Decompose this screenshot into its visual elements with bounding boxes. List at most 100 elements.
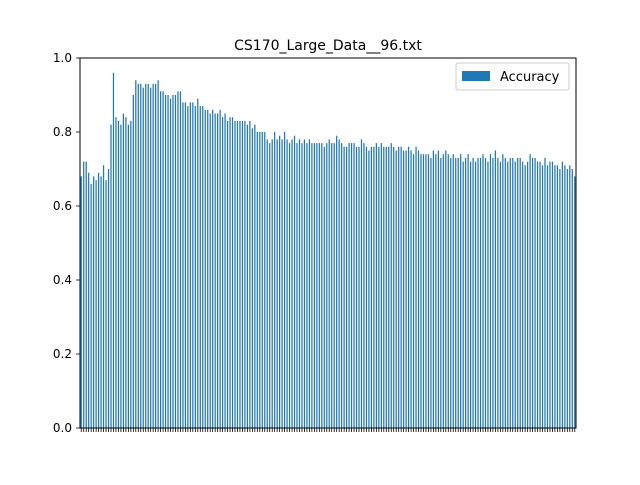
bar bbox=[564, 165, 566, 429]
bar bbox=[447, 154, 449, 428]
bar bbox=[132, 95, 134, 428]
bar bbox=[350, 143, 353, 428]
bar bbox=[127, 124, 129, 428]
bar bbox=[497, 157, 499, 428]
bar bbox=[236, 120, 239, 429]
bar bbox=[430, 157, 432, 428]
bar bbox=[286, 139, 288, 428]
bar bbox=[296, 143, 298, 428]
bar bbox=[83, 161, 85, 428]
bar bbox=[97, 172, 100, 428]
bar bbox=[231, 117, 234, 428]
bar bbox=[417, 150, 420, 428]
bar bbox=[204, 109, 206, 429]
bar bbox=[246, 124, 249, 428]
bar bbox=[326, 143, 328, 428]
bar bbox=[383, 146, 385, 429]
bars-group bbox=[80, 72, 576, 429]
bar bbox=[559, 169, 561, 428]
bar bbox=[534, 157, 536, 428]
bar bbox=[120, 124, 122, 428]
bar bbox=[504, 157, 506, 428]
bar bbox=[365, 146, 368, 429]
bar bbox=[318, 143, 320, 428]
bar bbox=[189, 102, 191, 429]
bar bbox=[100, 176, 102, 428]
bar bbox=[164, 95, 167, 428]
bar bbox=[274, 132, 276, 428]
bar bbox=[95, 180, 97, 428]
bar bbox=[221, 117, 224, 428]
bar bbox=[115, 117, 117, 428]
bar bbox=[395, 150, 397, 428]
bar bbox=[489, 154, 492, 428]
bar bbox=[276, 139, 278, 428]
bar bbox=[303, 139, 306, 428]
bar bbox=[301, 143, 303, 428]
bar bbox=[239, 120, 241, 429]
bar bbox=[194, 106, 196, 428]
bar bbox=[140, 83, 142, 429]
bar bbox=[368, 150, 370, 428]
bar bbox=[457, 157, 459, 428]
bar bbox=[388, 146, 390, 429]
bar bbox=[172, 95, 174, 428]
legend-box bbox=[455, 62, 570, 91]
y-axis: 0.0 0.2 0.4 0.6 0.8 1.0 bbox=[53, 51, 80, 435]
bar bbox=[432, 150, 435, 428]
bar bbox=[102, 165, 105, 429]
bar bbox=[517, 157, 519, 428]
plot-frame bbox=[79, 57, 577, 429]
bar bbox=[469, 161, 472, 428]
bar bbox=[492, 157, 494, 428]
bar bbox=[122, 113, 125, 428]
bar bbox=[137, 83, 139, 429]
bar bbox=[256, 132, 258, 428]
bar bbox=[341, 143, 343, 428]
bar bbox=[306, 143, 308, 428]
bar bbox=[400, 146, 402, 429]
bar bbox=[522, 161, 524, 428]
bar bbox=[147, 83, 149, 429]
bar bbox=[455, 157, 457, 428]
bar bbox=[440, 157, 442, 428]
y-tick-label: 0.2 bbox=[53, 347, 72, 361]
bar bbox=[514, 161, 516, 428]
bar bbox=[321, 143, 323, 428]
bar bbox=[474, 161, 477, 428]
bar bbox=[549, 161, 551, 428]
bar bbox=[217, 113, 219, 428]
bar bbox=[437, 150, 439, 428]
bar bbox=[130, 120, 132, 429]
bar bbox=[435, 154, 437, 428]
bar bbox=[291, 139, 293, 428]
y-tick-label: 0.4 bbox=[53, 273, 72, 287]
bar bbox=[281, 139, 283, 428]
chart-title: CS170_Large_Data__96.txt bbox=[234, 38, 422, 54]
bar bbox=[541, 165, 544, 429]
y-tick-label: 0.0 bbox=[53, 421, 72, 435]
bar bbox=[187, 106, 189, 428]
bar bbox=[192, 102, 194, 429]
bar bbox=[197, 98, 199, 428]
bar bbox=[179, 91, 182, 429]
bar bbox=[288, 143, 291, 428]
bar bbox=[338, 139, 340, 428]
bar bbox=[539, 161, 541, 428]
bar bbox=[308, 139, 311, 428]
bar bbox=[403, 150, 405, 428]
bar bbox=[311, 143, 313, 428]
bar bbox=[93, 176, 95, 428]
bar bbox=[462, 161, 464, 428]
bar bbox=[105, 180, 107, 428]
bar bbox=[229, 117, 231, 428]
bar bbox=[162, 91, 164, 429]
bar bbox=[452, 154, 454, 428]
bar bbox=[561, 161, 563, 428]
bar bbox=[412, 154, 415, 428]
bar bbox=[177, 91, 179, 429]
bar bbox=[358, 146, 360, 429]
bar bbox=[551, 161, 554, 428]
y-tick-label: 0.8 bbox=[53, 125, 72, 139]
